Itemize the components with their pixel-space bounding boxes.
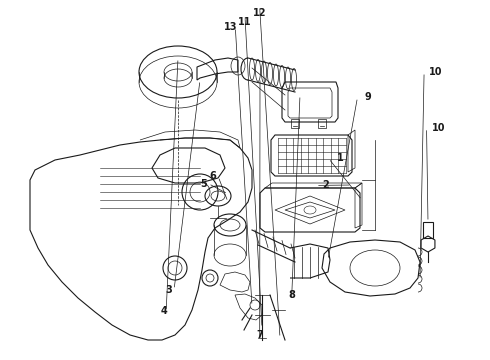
- Text: 9: 9: [364, 92, 371, 102]
- Text: 12: 12: [253, 8, 267, 18]
- Text: 7: 7: [256, 330, 263, 340]
- Text: 10: 10: [429, 67, 443, 77]
- Text: 5: 5: [200, 179, 207, 189]
- Text: 8: 8: [288, 290, 295, 300]
- Text: 6: 6: [210, 171, 217, 181]
- Text: 11: 11: [238, 17, 252, 27]
- Text: 3: 3: [166, 285, 172, 295]
- Text: 10: 10: [432, 123, 445, 133]
- Text: 2: 2: [322, 180, 329, 190]
- Text: 1: 1: [337, 153, 344, 163]
- Text: 13: 13: [223, 22, 237, 32]
- Text: 4: 4: [161, 306, 168, 316]
